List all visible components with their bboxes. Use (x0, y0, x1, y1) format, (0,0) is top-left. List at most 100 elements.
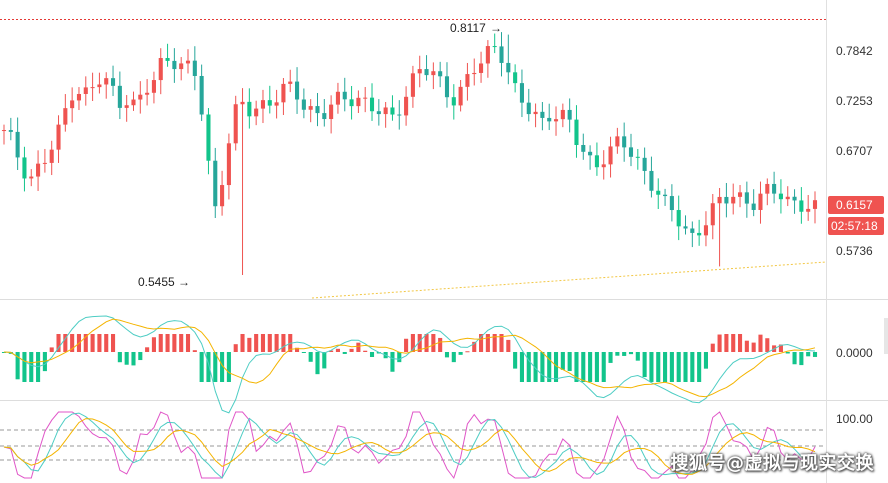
macd-histogram-bar (472, 341, 477, 352)
macd-histogram-bar (220, 352, 225, 382)
macd-histogram-bar (397, 352, 402, 363)
macd-histogram-bar (56, 334, 61, 352)
candle-body (547, 117, 552, 122)
candle-body (765, 183, 770, 194)
candle-body (138, 94, 143, 100)
candle-body (485, 46, 490, 64)
candle-body (560, 109, 565, 120)
macd-histogram-bar (547, 352, 552, 382)
candle-body (349, 99, 354, 107)
macd-histogram-bar (438, 337, 443, 352)
candle-body (451, 97, 456, 106)
candle-body (390, 107, 395, 115)
candle-body (376, 111, 381, 115)
macd-histogram-bar (594, 352, 599, 382)
macd-histogram-bar (683, 352, 688, 382)
candle-body (642, 157, 647, 171)
macd-histogram-bar (404, 338, 409, 352)
macd-histogram-bar (451, 352, 456, 363)
candle-body (792, 196, 797, 201)
price-tick-3: 0.5736 (836, 244, 873, 258)
macd-histogram-bar (369, 352, 375, 357)
candle-body (240, 101, 245, 105)
candle-body (322, 113, 327, 120)
candle-body (601, 164, 606, 168)
last-price-badge (828, 196, 884, 214)
macd-histogram-bar (335, 348, 340, 352)
candle-body (63, 108, 68, 125)
macd-histogram-bar (213, 352, 218, 382)
macd-histogram-bar (342, 352, 347, 354)
macd-histogram-bar (751, 342, 756, 352)
macd-histogram-bar (458, 352, 463, 355)
candle-body (22, 157, 27, 179)
candle-body (458, 86, 463, 106)
macd-histogram-bar (717, 334, 722, 352)
macd-histogram-bar (206, 352, 211, 382)
candle-body (83, 87, 88, 94)
candle-body (656, 190, 661, 195)
candle-body (526, 102, 531, 115)
macd-histogram-bar (806, 352, 811, 357)
macd-histogram-bar (567, 352, 572, 372)
candle-body (710, 203, 715, 226)
candle-body (110, 78, 116, 86)
candle-body (465, 74, 470, 87)
candle-body (254, 108, 259, 117)
macd-histogram-bar (274, 334, 279, 352)
macd-histogram-bar (83, 334, 88, 352)
macd-histogram-bar (526, 352, 531, 382)
macd-histogram-bar (642, 352, 647, 378)
macd-histogram-bar (349, 348, 354, 352)
macd-histogram-bar (649, 352, 654, 382)
macd-histogram-bar (533, 352, 538, 382)
macd-histogram-bar (97, 334, 102, 352)
candle-body (594, 155, 599, 168)
candle-body (635, 156, 640, 158)
macd-histogram-bar (131, 352, 136, 366)
macd-histogram-bar (622, 352, 627, 356)
candle-body (369, 97, 375, 112)
candle-body (690, 228, 695, 233)
candles-group (1, 32, 818, 275)
candle-body (540, 111, 545, 118)
candle-body (192, 60, 197, 76)
candle-body (499, 46, 504, 63)
trend-line (311, 261, 827, 299)
rsi-slow-ma (3, 418, 816, 475)
candle-body (438, 71, 443, 77)
candle-body (622, 136, 627, 148)
candle-body (519, 83, 524, 103)
scroll-handle[interactable] (884, 318, 888, 354)
macd-histogram-bar (731, 334, 736, 352)
candle-body (185, 60, 191, 64)
macd-histogram-bar (240, 334, 245, 352)
macd-histogram-bar (90, 334, 95, 352)
candle-body (49, 149, 54, 163)
candle-body (36, 163, 41, 177)
candle-body (247, 101, 252, 117)
candle-body (533, 111, 538, 115)
low-annotation-arrow: → (178, 275, 190, 289)
macd-histogram-bar (669, 352, 674, 382)
macd-histogram-bar (444, 352, 450, 358)
macd-histogram-bar (315, 352, 320, 375)
macd-histogram-bar (49, 347, 54, 352)
candle-body (158, 58, 163, 81)
macd-histogram-bar (329, 350, 334, 352)
candle-body (615, 136, 620, 147)
macd-histogram-bar (506, 339, 511, 352)
candle-body (383, 107, 388, 115)
macd-histogram-bar (724, 334, 729, 352)
candle-body (772, 183, 777, 194)
macd-histogram-bar (765, 338, 770, 352)
macd-histogram-bar (601, 352, 606, 382)
candle-body (410, 73, 415, 97)
macd-histogram-bar (799, 352, 804, 366)
macd-histogram-bar (608, 352, 613, 363)
macd-histogram-bar (267, 334, 272, 352)
candle-body (206, 114, 211, 161)
candle-body (703, 225, 709, 236)
candle-body (588, 151, 593, 156)
